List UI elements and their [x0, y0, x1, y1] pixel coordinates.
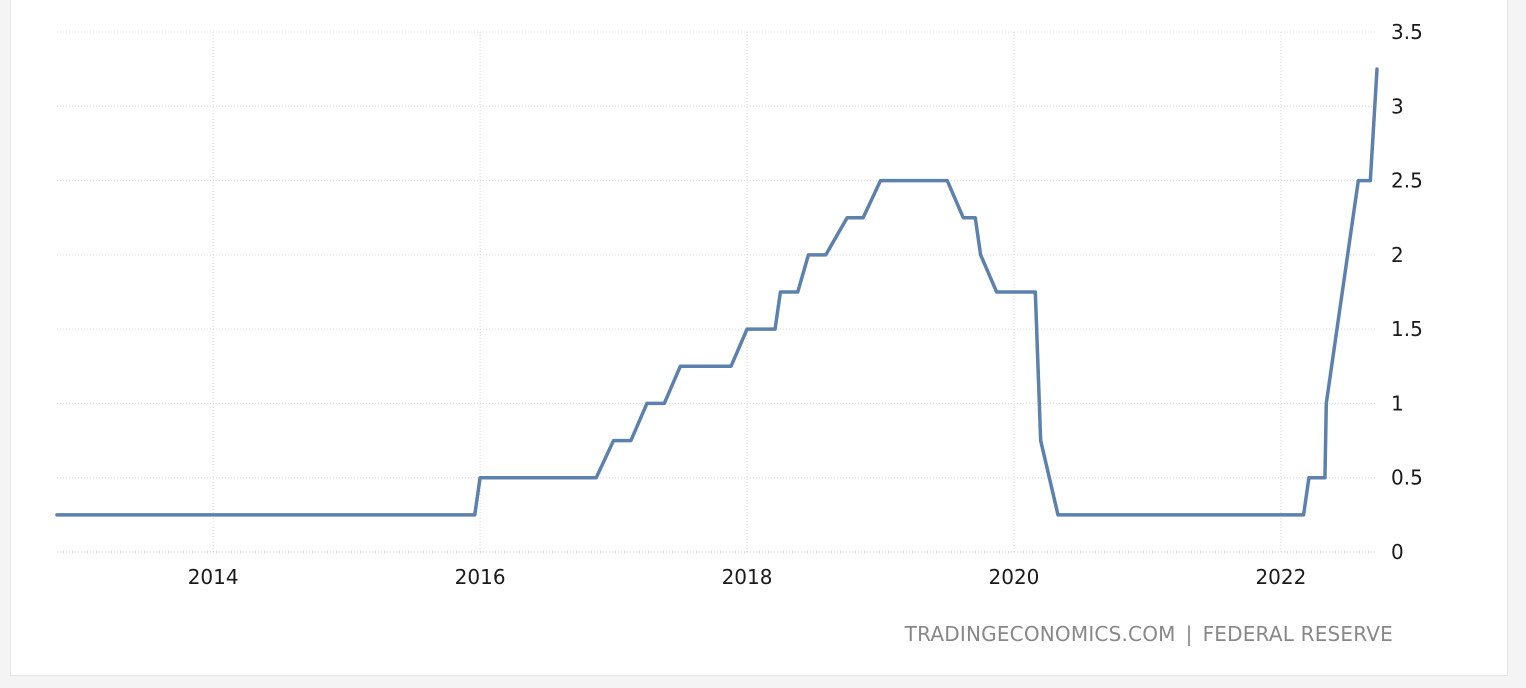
line-chart: 2014 2016 2018 2020 2022 0 0.5 1 1.5 2 2.5 3 3.5 — [55, 20, 1423, 589]
x-tick-label: 2020 — [989, 565, 1040, 589]
y-tick-label: 0.5 — [1391, 466, 1423, 490]
source-attribution: TRADINGECONOMICS.COM | FEDERAL RESERVE — [11, 622, 1393, 646]
y-axis-ticks: 0 0.5 1 1.5 2 2.5 3 3.5 — [1391, 20, 1423, 564]
x-tick-label: 2022 — [1255, 565, 1306, 589]
x-tick-label: 2014 — [188, 565, 239, 589]
x-tick-label: 2018 — [722, 565, 773, 589]
y-tick-label: 2 — [1391, 243, 1404, 267]
y-tick-label: 1.5 — [1391, 317, 1423, 341]
series-line[interactable] — [55, 67, 1379, 517]
source-separator: | — [1185, 622, 1193, 646]
y-tick-label: 3 — [1391, 94, 1404, 118]
y-tick-label: 1 — [1391, 391, 1404, 415]
series-layer — [55, 67, 1379, 517]
source-site[interactable]: TRADINGECONOMICS.COM — [904, 622, 1176, 646]
y-tick-label: 3.5 — [1391, 20, 1423, 44]
chart-card: 2014 2016 2018 2020 2022 0 0.5 1 1.5 2 2.5 3 3.5 TR… — [10, 0, 1508, 676]
y-tick-label: 2.5 — [1391, 169, 1423, 193]
x-tick-label: 2016 — [455, 565, 506, 589]
source-provider[interactable]: FEDERAL RESERVE — [1202, 622, 1393, 646]
grid-lines — [57, 31, 1377, 553]
x-axis-ticks: 2014 2016 2018 2020 2022 — [188, 565, 1307, 589]
y-tick-label: 0 — [1391, 540, 1404, 564]
